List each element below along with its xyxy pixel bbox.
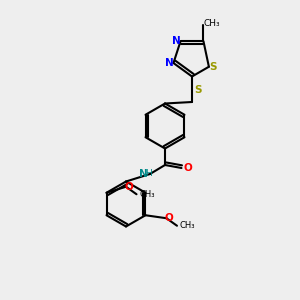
Text: CH₃: CH₃ <box>203 19 220 28</box>
Text: H: H <box>145 169 152 178</box>
Text: N: N <box>139 169 148 179</box>
Text: S: S <box>194 85 202 95</box>
Text: O: O <box>164 213 173 223</box>
Text: CH₃: CH₃ <box>180 221 195 230</box>
Text: CH₃: CH₃ <box>139 190 155 199</box>
Text: O: O <box>124 182 133 192</box>
Text: N: N <box>165 58 173 68</box>
Text: O: O <box>184 163 193 173</box>
Text: N: N <box>172 36 180 46</box>
Text: S: S <box>210 62 217 72</box>
